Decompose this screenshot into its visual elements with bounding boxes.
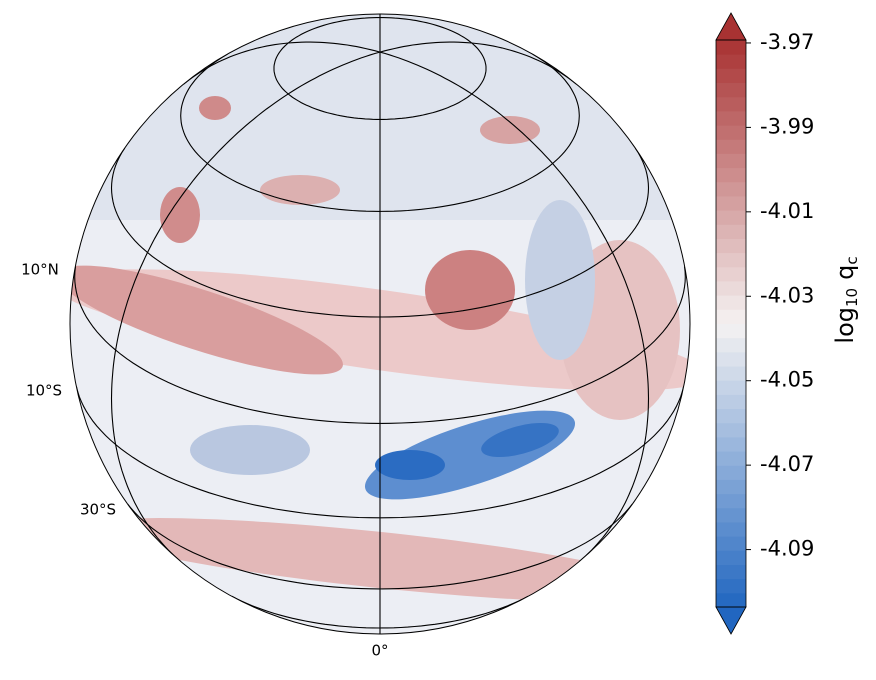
lat-label: 10°S [26, 382, 62, 400]
colorbar-band [716, 380, 746, 395]
colorbar-tick-label: -4.03 [760, 283, 814, 307]
colorbar-band [716, 578, 746, 594]
colorbar-band [716, 68, 746, 84]
colorbar-tick-label: -3.97 [760, 30, 814, 54]
colorbar-tick-label: -4.01 [760, 199, 814, 223]
colorbar-band [716, 153, 746, 169]
colorbar-band [716, 238, 746, 254]
colorbar-band [716, 195, 746, 211]
colorbar-band [716, 110, 746, 126]
colorbar-band [716, 309, 746, 324]
lat-label: 10°N [21, 261, 59, 279]
graticule-line [183, 41, 381, 85]
colorbar-label: log10 qc [831, 256, 861, 343]
colorbar-band [716, 479, 746, 495]
colorbar-band [716, 337, 746, 353]
colorbar-band [716, 394, 746, 410]
colorbar-band [716, 252, 746, 268]
colorbar-band [716, 592, 746, 608]
colorbar-band [716, 280, 746, 296]
graticule [74, 14, 686, 634]
colorbar-band [716, 408, 746, 424]
colorbar-tick-label: -4.07 [760, 452, 814, 476]
label-part: 10 [843, 288, 861, 307]
colorbar-band [716, 521, 746, 537]
colorbar-band [716, 224, 746, 239]
colorbar-band [716, 82, 746, 98]
colorbar-band [716, 139, 746, 154]
colorbar-band [716, 564, 746, 580]
colorbar-outline [715, 39, 747, 608]
graticule-line [379, 51, 650, 562]
colorbar-band [716, 465, 746, 480]
colorbar-tick-label: -3.99 [760, 114, 814, 138]
colorbar-band [716, 507, 746, 523]
colorbar-band [716, 210, 746, 225]
colorbar-band [716, 181, 746, 197]
colorbar-band [716, 266, 746, 282]
label-part: log [831, 307, 859, 344]
colorbar-band [716, 125, 746, 140]
colorbar-band [716, 493, 746, 509]
colorbar-extend [715, 12, 747, 41]
lon-label: 0° [371, 642, 388, 660]
colorbar-band [716, 451, 746, 466]
colorbar-band [716, 323, 746, 339]
colorbar-band [716, 351, 746, 367]
colorbar-band [716, 96, 746, 112]
label-part: c [843, 256, 861, 264]
label-part: q [831, 265, 859, 280]
graticule-line [379, 41, 577, 85]
colorbar-band [716, 550, 746, 565]
colorbar-band [716, 422, 746, 438]
colorbar-extend [715, 606, 747, 635]
colorbar-band [716, 54, 746, 69]
colorbar-band [716, 295, 746, 310]
globe-outline [69, 13, 691, 635]
colorbar-band [716, 436, 746, 452]
colorbar: -3.97 -3.99 -4.01 -4.03 -4.05 -4.07 -4.09 [715, 12, 814, 635]
colorbar-band [716, 40, 746, 55]
colorbar-band [716, 167, 746, 183]
graticule-line [110, 51, 381, 562]
lat-label: 30°S [80, 501, 116, 519]
colorbar-tick-label: -4.05 [760, 368, 814, 392]
colorbar-band [716, 536, 746, 551]
colorbar-tick-label: -4.09 [760, 537, 814, 561]
colorbar-band [716, 366, 746, 381]
